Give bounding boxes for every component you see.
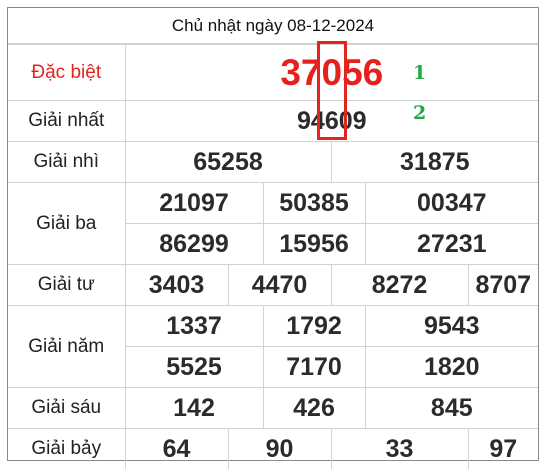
- row-third-prize-2: 86299 15956 27231: [8, 223, 539, 265]
- seventh-prize-number: 97: [467, 428, 539, 469]
- seventh-prize-number: 90: [227, 428, 332, 469]
- first-prize-label: Giải nhất: [8, 100, 126, 142]
- fourth-prize-number: 8272: [330, 264, 469, 306]
- row-fifth-prize-2: 5525 7170 1820: [8, 346, 539, 388]
- sixth-prize-number: 845: [364, 387, 539, 429]
- fifth-prize-number: 1337: [124, 305, 264, 347]
- row-seventh-prize: Giải bảy 64 90 33 97: [8, 428, 539, 469]
- fifth-prize-number: 9543: [364, 305, 539, 347]
- row-second-prize: Giải nhì 65258 31875: [8, 141, 539, 183]
- row-third-prize: Giải ba 21097 50385 00347: [8, 182, 539, 265]
- row-first-prize: Giải nhất 94609: [8, 100, 539, 142]
- sixth-prize-number: 142: [124, 387, 264, 429]
- draw-date-title: Chủ nhật ngày 08-12-2024: [8, 8, 538, 44]
- sixth-prize-label: Giải sáu: [8, 387, 126, 429]
- seventh-prize-number: 64: [124, 428, 229, 469]
- row-fourth-prize: Giải tư 3403 4470 8272 8707: [8, 264, 539, 306]
- fifth-prize-number: 5525: [124, 346, 264, 388]
- fourth-prize-number: 8707: [467, 264, 539, 306]
- fourth-prize-number: 3403: [124, 264, 229, 306]
- first-prize-number: 94609: [124, 100, 539, 142]
- fifth-prize-label: Giải năm: [8, 305, 126, 388]
- third-prize-number: 21097: [124, 182, 264, 224]
- third-prize-number: 86299: [124, 223, 264, 265]
- row-fifth-prize: Giải năm 1337 1792 9543: [8, 305, 539, 388]
- third-prize-label: Giải ba: [8, 182, 126, 265]
- third-prize-number: 27231: [364, 223, 539, 265]
- results-table: Đặc biệt 37056 Giải nhất 94609 Giải nhì …: [8, 44, 539, 469]
- seventh-prize-label: Giải bảy: [8, 428, 126, 469]
- fifth-prize-number: 1792: [262, 305, 366, 347]
- annotation-marker-1: 1: [413, 62, 427, 84]
- second-prize-number: 31875: [330, 141, 539, 183]
- fifth-prize-number: 1820: [364, 346, 539, 388]
- sixth-prize-number: 426: [262, 387, 366, 429]
- third-prize-number: 00347: [364, 182, 539, 224]
- special-prize-number: 37056: [124, 44, 539, 101]
- second-prize-number: 65258: [124, 141, 332, 183]
- third-prize-number: 15956: [262, 223, 366, 265]
- seventh-prize-number: 33: [330, 428, 469, 469]
- fourth-prize-label: Giải tư: [8, 264, 126, 306]
- special-prize-label: Đặc biệt: [8, 44, 126, 101]
- second-prize-label: Giải nhì: [8, 141, 126, 183]
- fifth-prize-number: 7170: [262, 346, 366, 388]
- annotation-marker-2: 2: [413, 102, 427, 124]
- row-sixth-prize: Giải sáu 142 426 845: [8, 387, 539, 429]
- third-prize-number: 50385: [262, 182, 366, 224]
- fourth-prize-number: 4470: [227, 264, 332, 306]
- row-special-prize: Đặc biệt 37056: [8, 44, 539, 101]
- results-panel: Chủ nhật ngày 08-12-2024 Đặc biệt 37056 …: [7, 7, 539, 469]
